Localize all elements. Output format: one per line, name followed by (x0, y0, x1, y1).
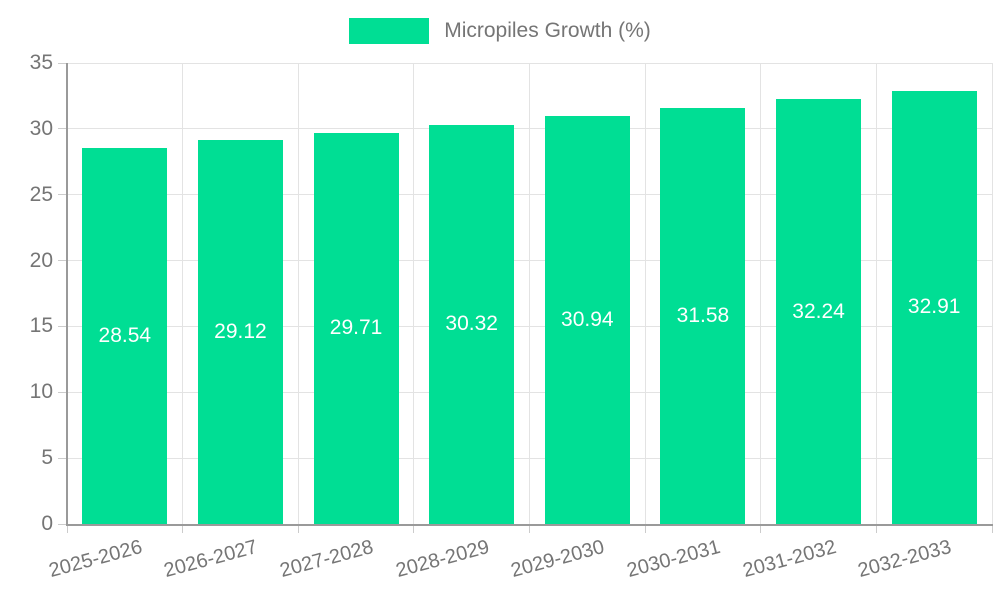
gridline-vertical (760, 63, 762, 524)
y-axis-tick (58, 194, 67, 196)
y-axis-label: 20 (29, 248, 53, 272)
x-axis-tick (529, 524, 530, 533)
x-axis-tick (760, 524, 762, 533)
bar-value-label: 31.58 (676, 304, 730, 328)
gridline-vertical (529, 63, 530, 524)
x-axis-line (66, 524, 993, 526)
y-axis-label: 10 (29, 380, 53, 404)
y-axis-label: 5 (41, 446, 53, 470)
y-axis-tick (58, 391, 67, 393)
gridline-vertical (875, 63, 877, 524)
bar[interactable] (891, 90, 977, 524)
y-axis-tick (58, 325, 67, 327)
x-axis-tick (875, 524, 877, 533)
legend[interactable]: Micropiles Growth (%) (0, 14, 1000, 48)
gridline-vertical (991, 63, 993, 524)
bar[interactable] (313, 132, 399, 524)
bar-value-label: 32.24 (792, 299, 845, 323)
bar-value-label: 29.12 (214, 320, 267, 344)
legend-label: Micropiles Growth (%) (444, 19, 651, 42)
y-axis-label: 35 (29, 51, 53, 74)
x-axis-tick (644, 524, 646, 533)
bar-value-label: 32.91 (907, 295, 961, 319)
y-axis-tick (58, 457, 67, 459)
bar[interactable] (660, 108, 746, 524)
bar[interactable] (197, 140, 283, 524)
y-axis-tick (58, 523, 67, 525)
x-axis-tick (297, 524, 299, 533)
legend-swatch-icon (349, 18, 430, 44)
y-axis-tick (58, 128, 67, 130)
bar[interactable] (429, 124, 515, 524)
x-axis-tick (182, 524, 184, 533)
y-axis-tick (58, 62, 67, 64)
y-axis-tick (58, 260, 67, 262)
y-axis-label: 25 (29, 182, 53, 206)
bar-value-label: 30.94 (561, 308, 614, 332)
bar[interactable] (82, 148, 168, 524)
y-axis-label: 0 (41, 512, 53, 535)
bar-value-label: 29.71 (329, 316, 383, 340)
bar-value-label: 30.32 (445, 312, 498, 336)
bar[interactable] (776, 99, 862, 524)
gridline-vertical (182, 63, 184, 524)
x-axis-tick (991, 524, 993, 533)
gridline-vertical (413, 63, 415, 524)
bar[interactable] (544, 116, 630, 524)
gridline-vertical (297, 63, 299, 524)
x-axis-tick (413, 524, 415, 533)
y-axis-line (66, 63, 68, 524)
y-axis-label: 30 (29, 116, 53, 140)
x-axis-tick (66, 524, 68, 533)
y-axis-label: 15 (29, 314, 53, 338)
bar-value-label: 28.54 (98, 324, 152, 348)
gridline-vertical (644, 63, 646, 524)
